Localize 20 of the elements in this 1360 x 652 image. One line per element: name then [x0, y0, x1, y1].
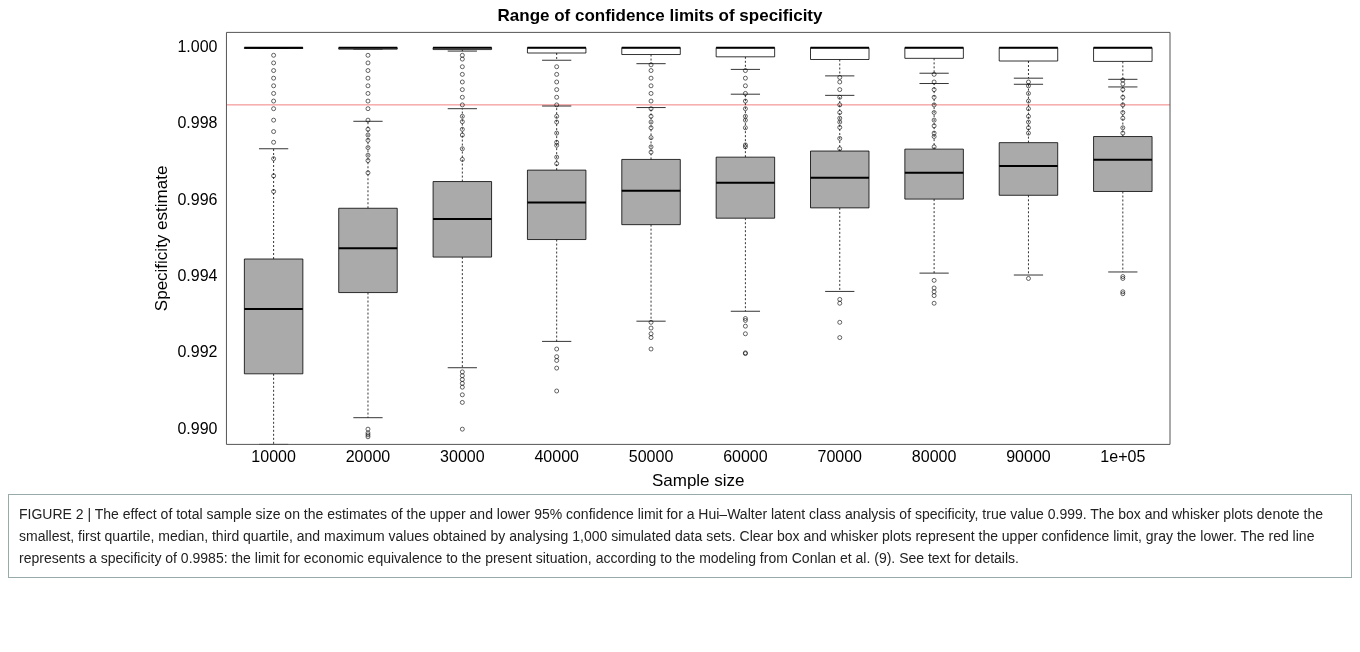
x-tick-label: 1e+05	[1100, 448, 1146, 466]
x-tick-label: 40000	[534, 448, 580, 466]
x-tick-label: 10000	[251, 448, 296, 466]
x-tick-label: 70000	[817, 448, 863, 466]
x-tick-label: 90000	[1006, 448, 1051, 466]
y-tick-label: 0.990	[177, 419, 218, 437]
y-axis-title: Specificity estimate	[151, 165, 171, 312]
x-tick-label: 50000	[628, 448, 674, 466]
y-tick-label: 1.000	[177, 38, 218, 56]
x-axis-title: Sample size	[651, 471, 745, 491]
x-tick-label: 20000	[345, 448, 391, 466]
y-tick-label: 0.994	[177, 266, 218, 284]
y-tick-label: 0.996	[177, 190, 218, 208]
y-tick-label: 0.992	[177, 343, 218, 361]
caption: FIGURE 2 | The effect of total sample size on the estimates of the upper and lower 95% confidence limit for a Hui–Walter latent class analysis of specificity, true value 0.999. The box and whisker plots denote the smallest, first quartile, median, third quartile, and maximum values obtained by analysing 1,000 simulated data sets. Clear box and whisker plots represent the upper confidence limit, gray the lower. The red line represents a specificity of 0.9985: the limit for economic equivalence to the present situation, according to the modeling from Conlan et al. (9). See text for details.	[19, 505, 1324, 568]
x-tick-label: 60000	[723, 448, 768, 466]
x-tick-label: 80000	[911, 448, 957, 466]
chart-title: Range of confidence limits of specificity	[497, 5, 824, 25]
x-tick-label: 30000	[440, 448, 485, 466]
y-tick-label: 0.998	[177, 114, 218, 132]
